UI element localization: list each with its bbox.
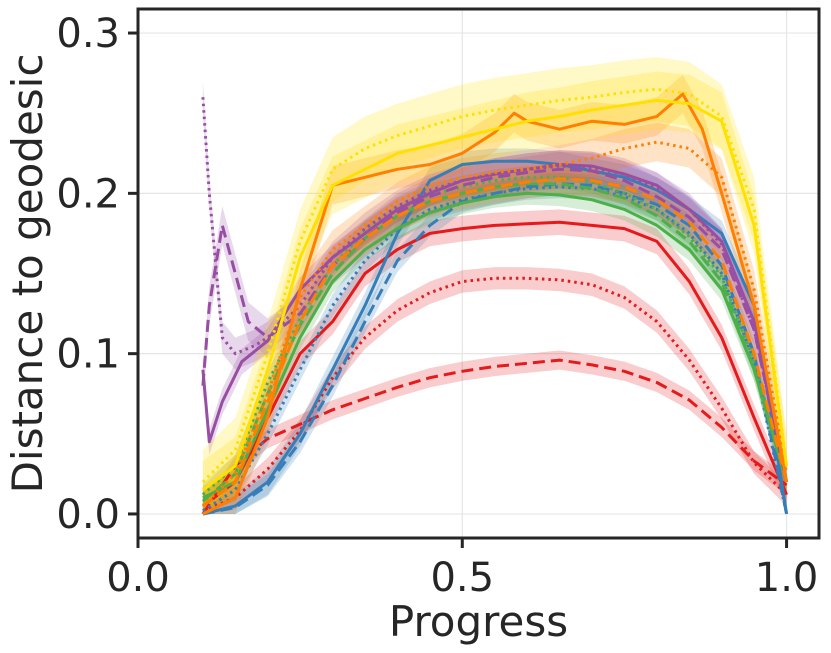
series-line-orange-dashed: [202, 177, 789, 508]
band-yellow-dotted: [202, 57, 787, 514]
y-tick-label: 0.1: [56, 332, 120, 378]
band-orange-dotted: [202, 122, 787, 514]
band-red-dotted: [202, 267, 787, 514]
x-tick-label: 0.5: [430, 555, 494, 601]
axis-ticks: 0.0 0.5 1.0 0.0 0.1 0.2 0.3: [56, 11, 818, 601]
band-purple-dashed: [202, 150, 787, 502]
series-line-blue-dashed: [202, 182, 789, 516]
band-orange-solid: [202, 74, 787, 514]
band-blue-dashed: [202, 172, 787, 514]
series-line-orange-dotted: [201, 140, 789, 507]
plot-frame: [136, 7, 821, 540]
series-line-green-solid: [202, 191, 789, 500]
x-axis-label: Progress: [389, 597, 568, 646]
y-tick-label: 0.0: [56, 492, 120, 538]
band-purple-solid: [202, 151, 787, 495]
series-line-red-dashed: [201, 358, 788, 515]
series-line-orange-solid: [202, 92, 789, 516]
series-line-purple-dashed: [201, 167, 789, 483]
y-axis-label: Distance to geodesic: [3, 54, 52, 494]
x-tick-label: 0.0: [106, 555, 170, 601]
y-tick-label: 0.2: [56, 171, 120, 217]
band-blue-solid: [202, 148, 787, 514]
series-line-yellow-solid: [202, 98, 789, 492]
x-tick-label: 1.0: [755, 555, 819, 601]
series-line-red-solid: [202, 220, 788, 508]
series-line-blue-dotted: [202, 185, 789, 515]
band-purple-dotted: [202, 81, 787, 498]
band-red-solid: [202, 209, 787, 514]
y-tick-label: 0.3: [56, 11, 120, 57]
series-line-red-dotted: [202, 276, 788, 513]
series-lines: [201, 87, 789, 516]
